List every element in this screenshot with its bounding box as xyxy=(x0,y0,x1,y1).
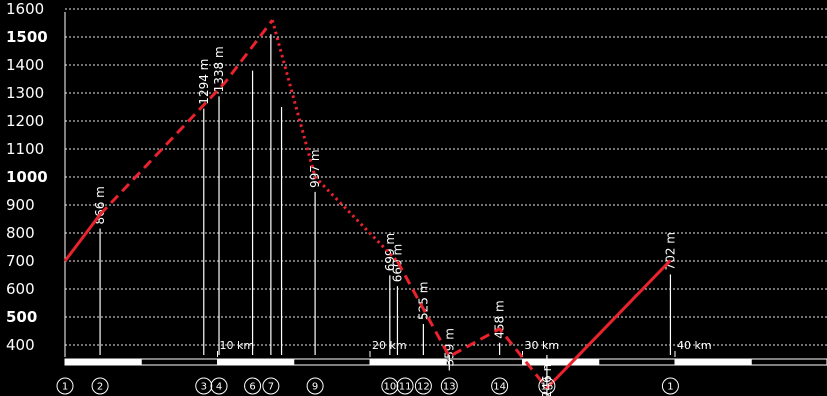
station-number: 2 xyxy=(97,382,103,393)
elevation-segment-dashed xyxy=(99,19,274,216)
waypoint-label: 359 m xyxy=(442,328,456,366)
x-tick-label: 30 km xyxy=(525,339,560,352)
station-circle xyxy=(91,377,109,395)
x-tick-label: 40 km xyxy=(677,339,712,352)
y-tick-label: 1300 xyxy=(6,84,44,102)
y-tick-label: 1000 xyxy=(6,168,48,186)
y-tick-label: 900 xyxy=(6,196,35,214)
station-circle xyxy=(306,377,324,395)
station-number: 12 xyxy=(417,382,430,393)
waypoint-label: 702 m xyxy=(663,232,677,270)
grid-layer xyxy=(65,8,827,346)
station-number: 1 xyxy=(667,382,673,393)
station-number: 6 xyxy=(249,382,255,393)
y-tick-label: 800 xyxy=(6,224,35,242)
station-circle xyxy=(56,377,74,395)
station-circle xyxy=(381,377,399,395)
station-circle xyxy=(210,377,228,395)
elevation-segment-solid xyxy=(63,213,102,262)
scale-block xyxy=(293,358,371,366)
station-number: 7 xyxy=(268,382,274,393)
station-circle xyxy=(262,377,280,395)
scale-block xyxy=(750,358,827,366)
station-number: 14 xyxy=(493,382,506,393)
station-number: 13 xyxy=(443,382,456,393)
x-tick-label: 10 km xyxy=(220,339,255,352)
scale-block xyxy=(140,358,218,366)
scale-block xyxy=(674,358,752,366)
y-tick-label: 500 xyxy=(6,308,37,326)
scale-block xyxy=(445,358,523,366)
y-tick-label: 1600 xyxy=(6,0,44,18)
waypoint-label: 1294 m xyxy=(197,59,211,105)
elevation-segment-dashed xyxy=(396,260,549,390)
y-tick-label: 700 xyxy=(6,252,35,270)
elevation-segment-dotted xyxy=(270,19,399,263)
y-tick-label: 1100 xyxy=(6,140,44,158)
axis-layer: 400 500 600 700 800 900 1000 1100 1200 1300 1400 15… xyxy=(6,0,66,357)
scale-block xyxy=(369,358,447,366)
elevation-segment-solid xyxy=(545,259,672,390)
station-circle xyxy=(440,377,458,395)
station-number: 11 xyxy=(399,382,412,393)
station-circle xyxy=(195,377,213,395)
waypoint-label: 866 m xyxy=(93,186,107,224)
y-tick-label: 600 xyxy=(6,280,35,298)
waypoint-label: 458 m xyxy=(493,300,507,338)
station-number: 1 xyxy=(62,382,68,393)
scale-block xyxy=(522,358,600,366)
scale-block xyxy=(217,358,295,366)
y-tick-label: 1500 xyxy=(6,28,48,46)
station-circle xyxy=(396,377,414,395)
scale-block xyxy=(64,358,142,366)
waypoint-label: 699 m xyxy=(383,233,397,271)
station-circle xyxy=(244,377,262,395)
y-tick-label: 400 xyxy=(6,336,35,354)
scale-block xyxy=(598,358,676,366)
station-number: 10 xyxy=(383,382,396,393)
station-markers: 1 2 3 4 6 7 9 10 11 12 13 14 16 1 xyxy=(56,377,679,395)
station-number: 3 xyxy=(201,382,207,393)
station-number: 9 xyxy=(312,382,318,393)
y-tick-label: 1400 xyxy=(6,56,44,74)
station-number: 4 xyxy=(216,382,222,393)
y-tick-label: 1200 xyxy=(6,112,44,130)
station-circle xyxy=(661,377,679,395)
station-circle xyxy=(414,377,432,395)
station-circle xyxy=(538,377,556,395)
station-circle xyxy=(491,377,509,395)
station-number: 16 xyxy=(541,382,554,393)
elevation-series xyxy=(63,19,672,390)
waypoint-label: 1338 m xyxy=(212,46,226,92)
waypoint-label: 525 m xyxy=(416,282,430,320)
